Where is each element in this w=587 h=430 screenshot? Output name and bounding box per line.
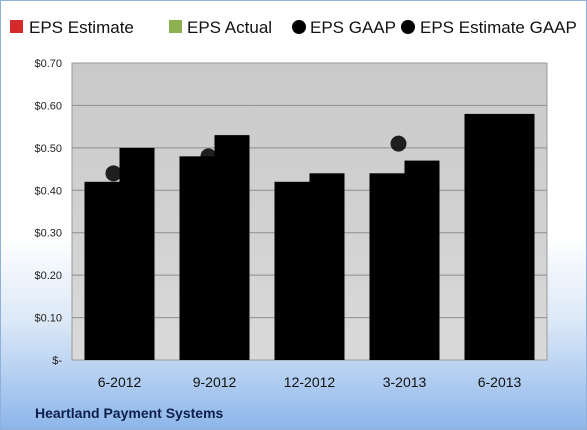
marker-eps-gaap-6-2013: [485, 127, 502, 144]
x-tick-label: 12-2012: [284, 374, 336, 390]
legend-label-eps-gaap: EPS GAAP: [310, 18, 396, 37]
legend-item-eps-estimate: EPS Estimate: [10, 18, 134, 37]
y-tick-label: $0.30: [34, 228, 62, 240]
legend-item-eps-actual: EPS Actual: [169, 18, 272, 37]
bar-eps-actual-9-2012: [214, 135, 250, 360]
marker-layer: [101, 127, 502, 212]
x-tick-label: 3-2013: [383, 374, 427, 390]
marker-eps-estimate-gaap-12-2012: [291, 195, 308, 212]
y-tick-label: $-: [52, 355, 62, 367]
legend-swatch-eps-gaap: [292, 20, 306, 34]
y-axis-ticks: $- $0.10 $0.20 $0.30 $0.40 $0.50 $0.60 $0.70: [34, 58, 62, 367]
bar-eps-actual-3-2013: [404, 160, 440, 360]
x-axis-ticks: 6-2012 9-2012 12-2012 3-2013 6-2013: [98, 374, 522, 390]
y-tick-label: $0.10: [34, 313, 62, 325]
legend-label-eps-estimate: EPS Estimate: [29, 18, 134, 37]
legend-swatch-eps-estimate-gaap: [401, 20, 415, 34]
marker-eps-estimate-gaap-6-2012: [101, 186, 118, 203]
legend-label-eps-estimate-gaap: EPS Estimate GAAP: [420, 18, 577, 37]
bar-eps-estimate-9-2012: [179, 156, 215, 360]
y-tick-label: $0.70: [34, 58, 62, 70]
bar-layer: [84, 113, 535, 361]
bar-eps-estimate-6-2013: [464, 113, 500, 361]
bar-eps-actual-6-2012: [119, 147, 155, 360]
legend-swatch-eps-actual: [169, 20, 182, 33]
marker-eps-gaap-6-2012: [105, 165, 122, 182]
bar-eps-estimate-6-2012: [84, 181, 120, 360]
y-tick-label: $0.50: [34, 143, 62, 155]
x-tick-label: 9-2012: [193, 374, 237, 390]
y-tick-label: $0.40: [34, 185, 62, 197]
bar-eps-actual-12-2012: [309, 173, 345, 360]
bar-eps-estimate-12-2012: [274, 181, 310, 360]
legend-item-eps-gaap: EPS GAAP: [292, 18, 396, 37]
x-tick-label: 6-2012: [98, 374, 142, 390]
legend-item-eps-estimate-gaap: EPS Estimate GAAP: [401, 18, 577, 37]
legend-swatch-eps-estimate: [10, 20, 23, 33]
bar-eps-actual-6-2013: [499, 113, 535, 361]
y-tick-label: $0.20: [34, 270, 62, 282]
marker-eps-estimate-gaap-6-2013: [481, 139, 498, 156]
legend-label-eps-actual: EPS Actual: [187, 18, 272, 37]
marker-eps-gaap-9-2012: [200, 148, 217, 165]
x-tick-label: 6-2013: [478, 374, 522, 390]
marker-eps-estimate-gaap-9-2012: [196, 173, 213, 190]
y-tick-label: $0.60: [34, 100, 62, 112]
legend: EPS Estimate EPS Actual EPS GAAP EPS Est…: [10, 18, 577, 37]
bar-eps-estimate-3-2013: [369, 173, 405, 360]
marker-eps-estimate-gaap-3-2013: [386, 182, 403, 199]
footer-company-name: Heartland Payment Systems: [35, 405, 224, 421]
marker-eps-gaap-3-2013: [390, 135, 407, 152]
